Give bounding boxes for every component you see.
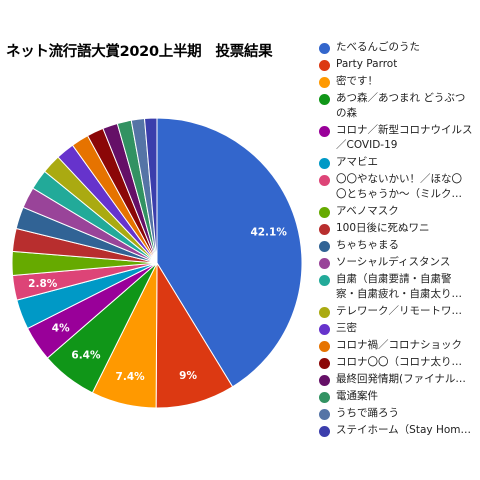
legend-item[interactable]: 自粛（自粛要請・自粛警 察・自粛疲れ・自粛太り… — [319, 272, 477, 302]
legend-item[interactable]: 最終回発情期(ファイナル… — [319, 372, 477, 387]
legend-label: 最終回発情期(ファイナル… — [336, 373, 466, 385]
legend-swatch — [319, 158, 330, 169]
legend-item[interactable]: ステイホーム（Stay Hom… — [319, 423, 477, 438]
legend-label: うちで踊ろう — [336, 407, 399, 419]
legend-swatch — [319, 126, 330, 137]
legend-item[interactable]: 三密 — [319, 321, 477, 336]
legend-swatch — [319, 409, 330, 420]
legend-item[interactable]: アベノマスク — [319, 204, 477, 219]
legend-swatch — [319, 241, 330, 252]
legend-label: たべるんごのうた — [336, 41, 420, 53]
legend-item[interactable]: 密です！ — [319, 74, 477, 89]
legend-swatch — [319, 392, 330, 403]
legend-swatch — [319, 307, 330, 318]
legend-label: 100日後に死ぬワニ — [336, 222, 430, 234]
legend-item[interactable]: アマビエ — [319, 155, 477, 170]
legend-label: 三密 — [336, 322, 357, 334]
legend-item[interactable]: うちで踊ろう — [319, 406, 477, 421]
legend-item[interactable]: ソーシャルディスタンス — [319, 255, 477, 270]
legend-swatch — [319, 60, 330, 71]
legend-label: ステイホーム（Stay Hom… — [336, 424, 472, 436]
legend-swatch — [319, 324, 330, 335]
legend-label: コロナ／新型コロナウイルス ／COVID-19 — [336, 124, 473, 151]
legend-label: ちゃちゃまる — [336, 239, 399, 251]
legend-item[interactable]: コロナ／新型コロナウイルス ／COVID-19 — [319, 123, 477, 153]
legend-label: アマビエ — [336, 156, 378, 168]
legend-swatch — [319, 258, 330, 269]
legend-swatch — [319, 358, 330, 369]
slice-data-label: 42.1% — [250, 227, 287, 239]
legend-label: 〇〇やないかい！／ほな〇 〇とちゃうか～（ミルク… — [336, 173, 462, 200]
legend-swatch — [319, 43, 330, 54]
legend-label: Party Parrot — [336, 58, 398, 70]
legend-item[interactable]: 〇〇やないかい！／ほな〇 〇とちゃうか～（ミルク… — [319, 172, 477, 202]
legend-swatch — [319, 275, 330, 286]
legend-swatch — [319, 175, 330, 186]
legend-item[interactable]: あつ森／あつまれ どうぶつ の森 — [319, 91, 477, 121]
legend-label: ソーシャルディスタンス — [336, 256, 451, 268]
legend-item[interactable]: たべるんごのうた — [319, 40, 477, 55]
legend-label: あつ森／あつまれ どうぶつ の森 — [336, 92, 466, 119]
legend-label: テレワーク／リモートワ… — [336, 305, 462, 317]
legend-swatch — [319, 375, 330, 386]
legend: たべるんごのうた Party Parrot 密です！ あつ森／あつまれ どうぶつ の森… — [319, 40, 477, 440]
legend-item[interactable]: 100日後に死ぬワニ — [319, 221, 477, 236]
slice-data-label: 7.4% — [116, 371, 146, 383]
slice-data-label: 2.8% — [28, 278, 58, 290]
legend-swatch — [319, 207, 330, 218]
slice-data-label: 6.4% — [71, 350, 101, 362]
legend-item[interactable]: Party Parrot — [319, 57, 477, 72]
chart-title: ネット流行語大賞2020上半期 投票結果 — [6, 44, 273, 60]
legend-swatch — [319, 77, 330, 88]
legend-label: 電通案件 — [336, 390, 378, 402]
legend-item[interactable]: ちゃちゃまる — [319, 238, 477, 253]
legend-swatch — [319, 224, 330, 235]
legend-item[interactable]: コロナ禍／コロナショック — [319, 338, 477, 353]
legend-label: コロナ〇〇（コロナ太り… — [336, 356, 462, 368]
legend-swatch — [319, 341, 330, 352]
legend-item[interactable]: テレワーク／リモートワ… — [319, 304, 477, 319]
slice-data-label: 4% — [52, 323, 70, 335]
legend-swatch — [319, 94, 330, 105]
legend-label: アベノマスク — [336, 205, 399, 217]
legend-label: 自粛（自粛要請・自粛警 察・自粛疲れ・自粛太り… — [336, 273, 462, 300]
slice-data-label: 9% — [179, 370, 197, 382]
legend-item[interactable]: コロナ〇〇（コロナ太り… — [319, 355, 477, 370]
legend-label: コロナ禍／コロナショック — [336, 339, 462, 351]
pie-slice — [156, 117, 303, 388]
pie-slice — [155, 261, 234, 409]
legend-item[interactable]: 電通案件 — [319, 389, 477, 404]
pie-slice — [143, 117, 158, 264]
legend-label: 密です！ — [336, 75, 378, 87]
legend-swatch — [319, 426, 330, 437]
